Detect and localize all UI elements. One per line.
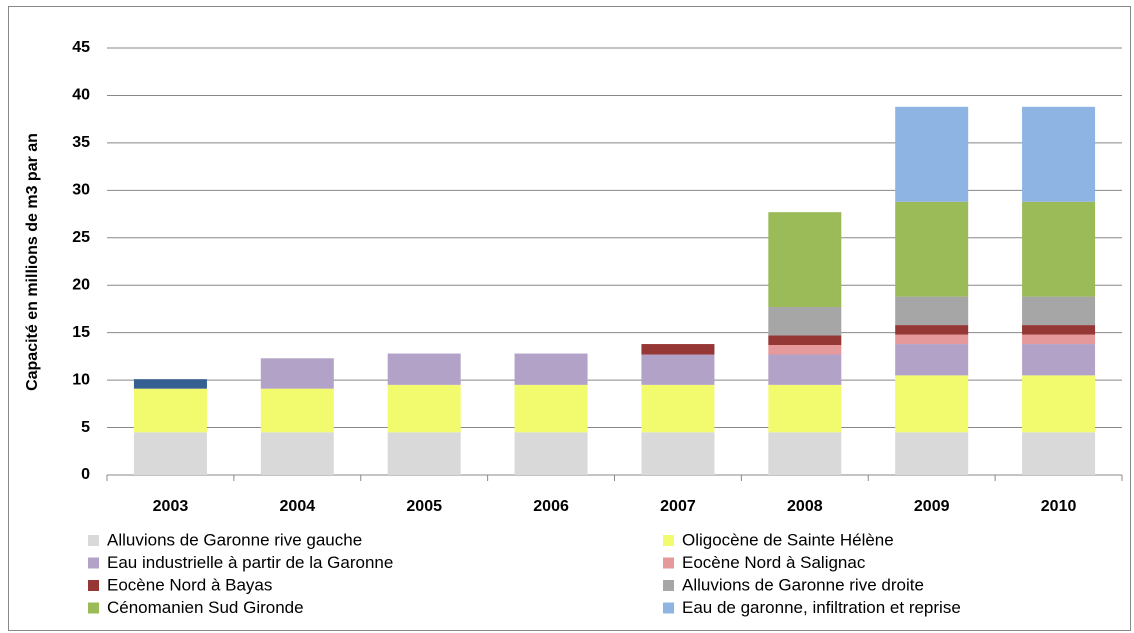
legend-label: Eocène Nord à Salignac bbox=[682, 553, 866, 572]
legend-swatch bbox=[88, 535, 99, 546]
bar-segment bbox=[133, 379, 207, 389]
legend-swatch bbox=[663, 580, 674, 591]
legend-label: Alluvions de Garonne rive droite bbox=[682, 575, 924, 594]
bar-segment bbox=[133, 432, 207, 475]
bar-segment bbox=[260, 358, 334, 389]
bar-segment bbox=[768, 335, 842, 346]
bar-segment bbox=[133, 388, 207, 433]
legend-swatch bbox=[663, 602, 674, 614]
legend-swatch bbox=[663, 535, 674, 546]
y-tick-label: 0 bbox=[81, 466, 90, 483]
x-tick-label: 2004 bbox=[280, 498, 316, 515]
bar-segment bbox=[895, 296, 969, 326]
bar-segment bbox=[895, 325, 969, 335]
bar-segment bbox=[1022, 106, 1096, 202]
y-tick-label: 15 bbox=[72, 324, 90, 341]
bar-segment bbox=[387, 432, 461, 475]
legend-swatch bbox=[663, 557, 674, 569]
bar-segment bbox=[895, 432, 969, 475]
bar-segment bbox=[260, 388, 334, 433]
bar-segment bbox=[514, 432, 588, 475]
legend-label: Eau de garonne, infiltration et reprise bbox=[682, 598, 961, 617]
bar-segment bbox=[260, 432, 334, 475]
y-axis-label: Capacité en millions de m3 par an bbox=[24, 133, 41, 391]
legend-label: Oligocène de Sainte Hélène bbox=[682, 530, 894, 549]
bar-segment bbox=[895, 106, 969, 202]
bar-segment bbox=[895, 375, 969, 433]
bar-segment bbox=[1022, 432, 1096, 475]
bar-segment bbox=[641, 354, 715, 385]
legend-swatch bbox=[88, 602, 99, 614]
x-tick-label: 2003 bbox=[153, 498, 189, 515]
legend-label: Cénomanien Sud Gironde bbox=[107, 598, 304, 617]
bar-segment bbox=[895, 334, 969, 345]
x-tick-label: 2005 bbox=[406, 498, 442, 515]
bar-segment bbox=[387, 353, 461, 385]
x-tick-label: 2009 bbox=[914, 498, 950, 515]
y-tick-label: 30 bbox=[72, 182, 90, 199]
bar-segment bbox=[641, 384, 715, 433]
y-tick-label: 40 bbox=[72, 87, 90, 104]
y-tick-label: 25 bbox=[72, 229, 90, 246]
bar-segment bbox=[768, 307, 842, 336]
bar-segment bbox=[1022, 334, 1096, 345]
x-tick-label: 2007 bbox=[660, 498, 696, 515]
bar-segment bbox=[768, 212, 842, 308]
y-tick-label: 35 bbox=[72, 134, 90, 151]
bar-segment bbox=[1022, 201, 1096, 297]
bar-segment bbox=[895, 344, 969, 376]
legend-label: Alluvions de Garonne rive gauche bbox=[107, 530, 362, 549]
bar-segment bbox=[1022, 296, 1096, 326]
bar-segment bbox=[641, 432, 715, 475]
legend-label: Eau industrielle à partir de la Garonne bbox=[107, 553, 393, 572]
bar-segment bbox=[1022, 344, 1096, 376]
bar-segment bbox=[768, 345, 842, 355]
y-tick-label: 5 bbox=[81, 419, 90, 436]
bar-segment bbox=[641, 344, 715, 355]
y-tick-label: 45 bbox=[72, 39, 90, 56]
bar-segment bbox=[768, 432, 842, 475]
bar-segment bbox=[1022, 325, 1096, 335]
x-tick-label: 2008 bbox=[787, 498, 823, 515]
bar-segment bbox=[768, 384, 842, 433]
bar-segment bbox=[1022, 375, 1096, 433]
bar-segment bbox=[514, 384, 588, 433]
y-tick-label: 10 bbox=[72, 371, 90, 388]
legend-swatch bbox=[88, 557, 99, 569]
legend-swatch bbox=[88, 580, 99, 591]
x-tick-label: 2006 bbox=[533, 498, 569, 515]
y-tick-label: 20 bbox=[72, 276, 90, 293]
x-tick-label: 2010 bbox=[1041, 498, 1077, 515]
bar-segment bbox=[768, 354, 842, 385]
bar-segment bbox=[387, 384, 461, 433]
legend-label: Eocène Nord à Bayas bbox=[107, 575, 272, 594]
bar-segment bbox=[895, 201, 969, 297]
bar-segment bbox=[514, 353, 588, 385]
